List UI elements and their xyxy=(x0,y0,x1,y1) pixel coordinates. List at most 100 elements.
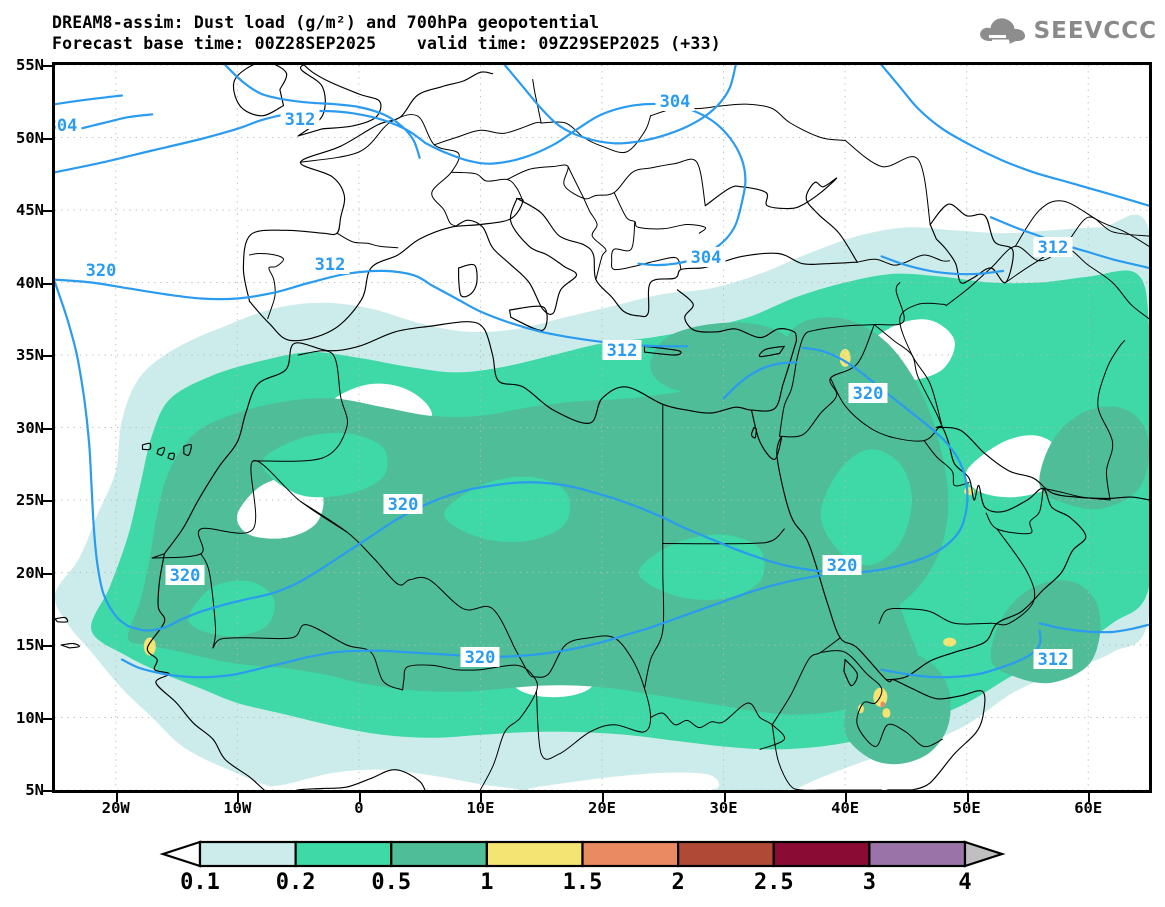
contour-label-320-12: 320 xyxy=(460,647,500,668)
colorbar-segment-3[interactable] xyxy=(485,840,584,868)
lon-tick-40E: 40E xyxy=(831,799,860,817)
lon-tick-20W: 20W xyxy=(101,799,130,817)
border-saudi-iraq-kuwait xyxy=(830,377,940,442)
lat-tick-mark xyxy=(43,500,52,502)
lat-tick-mark xyxy=(43,717,52,720)
border-poland-south xyxy=(540,115,652,154)
border-ethiopia-kenya xyxy=(771,724,883,790)
contour-label-312-5: 312 xyxy=(1033,237,1073,258)
svg-text:320: 320 xyxy=(853,384,884,404)
contour-labels: 304 312 304 304 312 312 320 312 320 320 320 320 320 3… xyxy=(55,91,1073,670)
clear-congo xyxy=(528,772,720,790)
svg-text:320: 320 xyxy=(170,566,201,586)
colorbar-segment-2[interactable] xyxy=(390,840,488,868)
map-container[interactable]: 5N 10N 15N 20N 25N 30N 35N 40N 45N 50N 55N 20W 10W 0… xyxy=(16,56,1152,817)
longitude-axis: 20W 10W 0 10E 20E 30E 40E 50E 60E xyxy=(52,793,1152,825)
dust-band-0.5-horn xyxy=(844,650,951,765)
lon-tick-30E: 30E xyxy=(709,799,738,817)
svg-text:304: 304 xyxy=(691,248,722,268)
contour-label-312-13: 312 xyxy=(1033,649,1073,670)
border-jordan-iraq-syria-s xyxy=(779,324,875,438)
lon-tick-mark xyxy=(237,793,240,802)
map-canvas: 304 312 304 304 312 312 320 312 320 320 320 320 320 3… xyxy=(55,65,1149,790)
colorbar-segment-1[interactable] xyxy=(294,840,393,868)
colorbar-tick-0.1: 0.1 xyxy=(180,870,220,895)
lon-tick-0: 0 xyxy=(354,799,364,817)
lat-tick-mark xyxy=(43,355,52,357)
lon-tick-mark xyxy=(966,793,969,802)
colorbar-extend-low[interactable] xyxy=(159,840,202,868)
contour-320-e xyxy=(722,361,798,400)
lat-tick-mark xyxy=(43,65,52,67)
border-mauritania-mali xyxy=(200,553,217,649)
cloud-wind-icon xyxy=(979,18,1025,44)
border-nigeria xyxy=(402,664,538,790)
gulf-suez-detail xyxy=(750,426,757,439)
border-iran-nw xyxy=(899,302,947,428)
colorbar-tick-2.5: 2.5 xyxy=(753,870,794,895)
coast-crete xyxy=(643,345,682,356)
contour-304-d xyxy=(424,102,747,267)
lat-tick-5N: 5N xyxy=(25,781,44,799)
svg-text:312: 312 xyxy=(285,110,316,130)
lat-tick-35N: 35N xyxy=(16,346,44,364)
lat-tick-50N: 50N xyxy=(16,128,44,147)
forecast-time-line: Forecast base time: 00Z28SEP2025 valid t… xyxy=(52,34,721,53)
border-russia-kazakh-w xyxy=(844,139,931,225)
contour-label-312-1: 312 xyxy=(280,109,320,130)
title-block: DREAM8-assim: Dust load (g/m²) and 700hP… xyxy=(52,12,721,54)
colorbar-extend-high[interactable] xyxy=(963,840,1006,868)
page-title: DREAM8-assim: Dust load (g/m²) and 700hP… xyxy=(52,13,600,32)
dust-slot-0.2-sudan xyxy=(638,534,765,600)
lat-tick-mark xyxy=(43,572,52,575)
colorbar-segment-5[interactable] xyxy=(677,840,775,868)
dust-band-0.5-oman xyxy=(990,580,1101,684)
dust-max-djibouti-s xyxy=(882,708,891,719)
coastlines-and-borders xyxy=(55,65,1149,790)
svg-text:320: 320 xyxy=(465,648,496,668)
latitude-axis: 5N 10N 15N 20N 25N 30N 35N 40N 45N 50N 55N xyxy=(0,56,52,799)
lat-tick-30N: 30N xyxy=(16,418,44,437)
svg-text:312: 312 xyxy=(1038,650,1069,670)
colorbar-segment-6[interactable] xyxy=(772,840,871,868)
map-frame: 304 312 304 304 312 312 320 312 320 320 320 320 320 3… xyxy=(52,62,1152,793)
colorbar-swatches[interactable] xyxy=(0,838,1165,872)
coast-balkans-blacksea-s xyxy=(516,197,858,318)
contour-312-c xyxy=(224,65,421,159)
contour-312-e xyxy=(989,216,1149,270)
lon-tick-10E: 10E xyxy=(466,799,495,817)
colorbar[interactable]: 0.1 0.2 0.5 1 1.5 2 2.5 3 4 xyxy=(0,838,1165,907)
island-canary-2 xyxy=(156,446,166,456)
contour-label-320-8: 320 xyxy=(848,383,888,404)
border-niger-north xyxy=(300,500,535,678)
border-mali-south xyxy=(212,624,404,691)
colorbar-tick-1.5: 1.5 xyxy=(562,870,603,895)
island-cape-verde-1 xyxy=(60,642,80,649)
colorbar-segment-0[interactable] xyxy=(198,840,297,868)
border-romania-bulgaria xyxy=(613,192,707,234)
lat-tick-mark xyxy=(43,137,52,140)
contour-312-a xyxy=(55,269,433,301)
border-oman-iran xyxy=(1042,487,1111,501)
colorbar-segment-7[interactable] xyxy=(868,840,967,868)
logo-label: SEEVCCC xyxy=(1033,18,1157,44)
border-egypt-sudan xyxy=(662,528,785,545)
coast-blacksea-north xyxy=(704,177,858,263)
contour-label-320-11: 320 xyxy=(165,565,205,586)
lat-tick-20N: 20N xyxy=(16,563,44,582)
contour-312-f xyxy=(880,255,1005,276)
coast-sardinia xyxy=(458,263,478,298)
lat-tick-mark xyxy=(43,645,52,647)
colorbar-segment-4[interactable] xyxy=(581,840,680,868)
border-turkmenistan-uzbek xyxy=(1005,247,1149,320)
border-carpathian-danube xyxy=(506,158,706,207)
border-sudan-west xyxy=(644,543,665,689)
contour-320-b xyxy=(126,481,664,632)
contour-312-d xyxy=(880,65,1149,207)
lat-tick-mark xyxy=(43,790,52,792)
contour-312-h xyxy=(880,629,1042,679)
border-balkans-w xyxy=(583,197,607,281)
svg-text:320: 320 xyxy=(827,556,858,576)
lon-tick-mark xyxy=(845,793,848,802)
border-uae-oman xyxy=(985,487,1044,535)
